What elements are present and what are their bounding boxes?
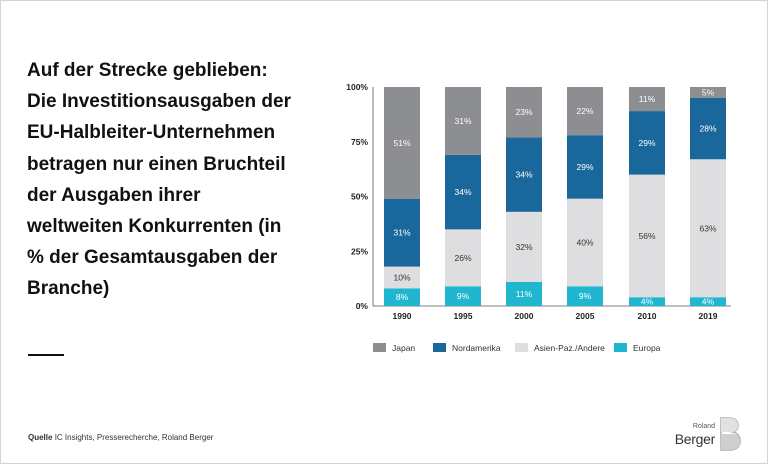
y-tick-label: 75%	[351, 137, 368, 147]
bar-segment	[629, 297, 665, 306]
data-label: 11%	[639, 94, 656, 104]
bar-segment	[384, 266, 420, 289]
legend-swatch	[433, 343, 446, 352]
source-label: Quelle	[28, 433, 53, 442]
bar-segment	[384, 288, 420, 306]
headline: Auf der Strecke geblieben: Die Investiti…	[27, 55, 327, 305]
bar-segment	[690, 87, 726, 98]
data-label: 29%	[638, 138, 655, 148]
data-label: 10%	[393, 273, 410, 283]
logo-berger: Berger	[674, 431, 716, 447]
bar-segment	[629, 174, 665, 298]
data-label: 9%	[457, 291, 470, 301]
data-label: 63%	[699, 223, 716, 233]
bar-segment	[690, 97, 726, 160]
data-label: 31%	[393, 228, 410, 238]
source-note: Quelle IC Insights, Presserecherche, Rol…	[28, 433, 213, 442]
bar-segment	[567, 286, 603, 306]
data-label: 8%	[396, 292, 409, 302]
bar-segment	[629, 87, 665, 112]
legend-label: Japan	[392, 343, 415, 353]
bar-segment	[445, 87, 481, 155]
data-label: 32%	[515, 242, 532, 252]
bar-segment	[506, 281, 542, 306]
legend-label: Asien-Paz./Andere	[534, 343, 605, 353]
x-tick-label: 2000	[515, 311, 534, 321]
bar-segment	[445, 154, 481, 230]
data-label: 34%	[515, 170, 532, 180]
bar-segment	[384, 198, 420, 267]
data-label: 11%	[516, 289, 533, 299]
data-label: 51%	[393, 138, 410, 148]
logo-roland: Roland	[692, 423, 715, 430]
bar-segment	[690, 159, 726, 298]
bar-segment	[690, 297, 726, 306]
roland-berger-logo: Roland Berger	[673, 414, 745, 454]
headline-divider	[28, 354, 64, 356]
x-tick-label: 2019	[699, 311, 718, 321]
headline-line: weltweiten Konkurrenten (in	[27, 216, 282, 238]
y-tick-label: 100%	[346, 82, 368, 92]
y-tick-label: 50%	[351, 192, 368, 202]
data-label: 5%	[702, 87, 715, 97]
data-label: 26%	[454, 253, 471, 263]
y-tick-label: 25%	[351, 246, 368, 256]
data-label: 23%	[515, 107, 532, 117]
x-tick-label: 1995	[454, 311, 473, 321]
headline-line: Branche)	[27, 278, 110, 300]
headline-line: Die Investitionsausgaben der	[27, 91, 291, 113]
data-label: 29%	[576, 162, 593, 172]
x-tick-label: 2010	[638, 311, 657, 321]
data-label: 9%	[579, 291, 592, 301]
headline-line: der Ausgaben ihrer	[27, 184, 201, 206]
data-label: 34%	[454, 187, 471, 197]
legend-swatch	[614, 343, 627, 352]
source-text: IC Insights, Presserecherche, Roland Ber…	[54, 433, 214, 442]
x-tick-label: 2005	[576, 311, 595, 321]
headline-line: % der Gesamtausgaben der	[27, 247, 278, 269]
bar-segment	[506, 87, 542, 138]
logo-b-icon	[720, 417, 741, 451]
headline-line: betragen nur einen Bruchteil	[27, 153, 286, 175]
headline-line: Auf der Strecke geblieben:	[27, 60, 268, 81]
headline-line: EU-Halbleiter-Unternehmen	[27, 122, 276, 144]
legend-label: Nordamerika	[452, 343, 501, 353]
bar-segment	[445, 286, 481, 306]
data-label: 4%	[702, 297, 715, 307]
bar-segment	[384, 87, 420, 199]
bar-segment	[445, 229, 481, 287]
legend-label: Europa	[633, 343, 661, 353]
bar-segment	[506, 211, 542, 282]
legend-swatch	[515, 343, 528, 352]
y-tick-label: 0%	[356, 301, 369, 311]
data-label: 22%	[576, 106, 593, 116]
data-label: 40%	[576, 237, 593, 247]
bar-segment	[506, 137, 542, 212]
bar-segment	[567, 198, 603, 287]
bar-segment	[629, 111, 665, 175]
bar-segment	[567, 135, 603, 199]
data-label: 4%	[641, 297, 654, 307]
data-label: 28%	[699, 124, 716, 134]
data-label: 31%	[454, 116, 471, 126]
bar-segment	[567, 87, 603, 136]
legend-swatch	[373, 343, 386, 352]
data-label: 56%	[638, 231, 655, 241]
x-tick-label: 1990	[393, 311, 412, 321]
